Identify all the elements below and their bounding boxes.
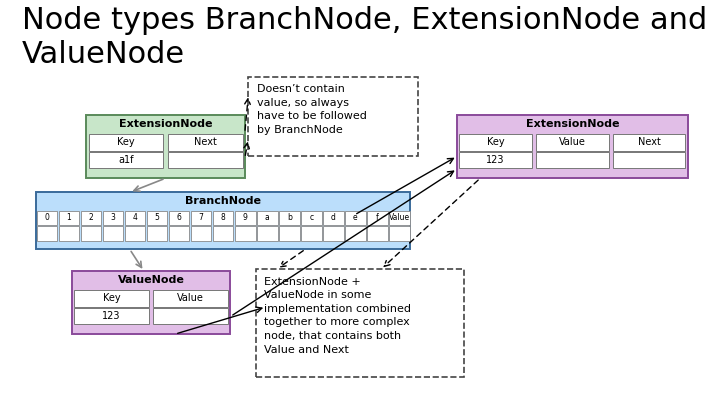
FancyBboxPatch shape — [279, 211, 300, 225]
FancyBboxPatch shape — [367, 226, 387, 241]
FancyBboxPatch shape — [256, 269, 464, 377]
Text: ValueNode: ValueNode — [118, 275, 184, 285]
FancyBboxPatch shape — [168, 134, 243, 151]
FancyBboxPatch shape — [147, 226, 168, 241]
Text: Value: Value — [559, 137, 586, 147]
Text: 9: 9 — [243, 213, 248, 222]
FancyBboxPatch shape — [37, 226, 58, 241]
FancyBboxPatch shape — [279, 226, 300, 241]
FancyBboxPatch shape — [37, 211, 58, 225]
FancyBboxPatch shape — [153, 290, 228, 307]
FancyBboxPatch shape — [345, 226, 366, 241]
FancyBboxPatch shape — [323, 211, 343, 225]
Text: Next: Next — [194, 137, 217, 147]
FancyBboxPatch shape — [103, 211, 123, 225]
Text: 6: 6 — [176, 213, 181, 222]
FancyBboxPatch shape — [536, 134, 608, 151]
Text: 4: 4 — [132, 213, 138, 222]
Text: Key: Key — [103, 293, 120, 303]
FancyBboxPatch shape — [213, 211, 233, 225]
FancyBboxPatch shape — [389, 226, 410, 241]
Text: 123: 123 — [102, 311, 121, 321]
FancyBboxPatch shape — [301, 211, 322, 225]
Text: ExtensionNode: ExtensionNode — [526, 119, 619, 129]
FancyBboxPatch shape — [345, 211, 366, 225]
FancyBboxPatch shape — [169, 226, 189, 241]
Text: BranchNode: BranchNode — [185, 196, 261, 206]
Text: 8: 8 — [221, 213, 225, 222]
Text: 1: 1 — [67, 213, 71, 222]
FancyBboxPatch shape — [367, 211, 387, 225]
FancyBboxPatch shape — [168, 152, 243, 168]
Text: c: c — [309, 213, 313, 222]
FancyBboxPatch shape — [536, 152, 608, 168]
FancyBboxPatch shape — [213, 226, 233, 241]
FancyBboxPatch shape — [301, 226, 322, 241]
Text: ExtensionNode: ExtensionNode — [119, 119, 212, 129]
FancyBboxPatch shape — [89, 134, 163, 151]
Text: a: a — [265, 213, 269, 222]
FancyBboxPatch shape — [103, 226, 123, 241]
FancyBboxPatch shape — [72, 271, 230, 334]
FancyBboxPatch shape — [459, 152, 532, 168]
FancyBboxPatch shape — [59, 226, 79, 241]
FancyBboxPatch shape — [74, 290, 149, 307]
FancyBboxPatch shape — [323, 226, 343, 241]
FancyBboxPatch shape — [36, 192, 410, 249]
FancyBboxPatch shape — [59, 211, 79, 225]
Text: 7: 7 — [199, 213, 204, 222]
FancyBboxPatch shape — [191, 226, 212, 241]
FancyBboxPatch shape — [248, 77, 418, 156]
FancyBboxPatch shape — [389, 211, 410, 225]
Text: Key: Key — [117, 137, 135, 147]
FancyBboxPatch shape — [613, 134, 685, 151]
FancyBboxPatch shape — [81, 226, 102, 241]
FancyBboxPatch shape — [89, 152, 163, 168]
Text: 123: 123 — [486, 155, 505, 165]
Text: Next: Next — [638, 137, 661, 147]
FancyBboxPatch shape — [257, 211, 277, 225]
Text: e: e — [353, 213, 358, 222]
FancyBboxPatch shape — [257, 226, 277, 241]
FancyBboxPatch shape — [613, 152, 685, 168]
FancyBboxPatch shape — [191, 211, 212, 225]
Text: Value: Value — [389, 213, 410, 222]
Text: 5: 5 — [155, 213, 160, 222]
Text: a1f: a1f — [118, 155, 134, 165]
FancyBboxPatch shape — [147, 211, 168, 225]
FancyBboxPatch shape — [235, 226, 256, 241]
FancyBboxPatch shape — [457, 115, 688, 178]
FancyBboxPatch shape — [169, 211, 189, 225]
FancyBboxPatch shape — [459, 134, 532, 151]
FancyBboxPatch shape — [125, 211, 145, 225]
FancyBboxPatch shape — [74, 308, 149, 324]
Text: Node types BranchNode, ExtensionNode and
ValueNode: Node types BranchNode, ExtensionNode and… — [22, 6, 707, 69]
FancyBboxPatch shape — [86, 115, 245, 178]
Text: Value: Value — [177, 293, 204, 303]
Text: 0: 0 — [45, 213, 50, 222]
Text: ExtensionNode +
ValueNode in some
implementation combined
together to more compl: ExtensionNode + ValueNode in some implem… — [264, 277, 411, 355]
FancyBboxPatch shape — [81, 211, 102, 225]
Text: f: f — [376, 213, 379, 222]
Text: Key: Key — [487, 137, 505, 147]
Text: 2: 2 — [89, 213, 94, 222]
Text: Doesn’t contain
value, so always
have to be followed
by BranchNode: Doesn’t contain value, so always have to… — [257, 84, 367, 135]
FancyBboxPatch shape — [235, 211, 256, 225]
Text: 3: 3 — [111, 213, 115, 222]
FancyBboxPatch shape — [125, 226, 145, 241]
FancyBboxPatch shape — [153, 308, 228, 324]
Text: b: b — [287, 213, 292, 222]
Text: d: d — [331, 213, 336, 222]
